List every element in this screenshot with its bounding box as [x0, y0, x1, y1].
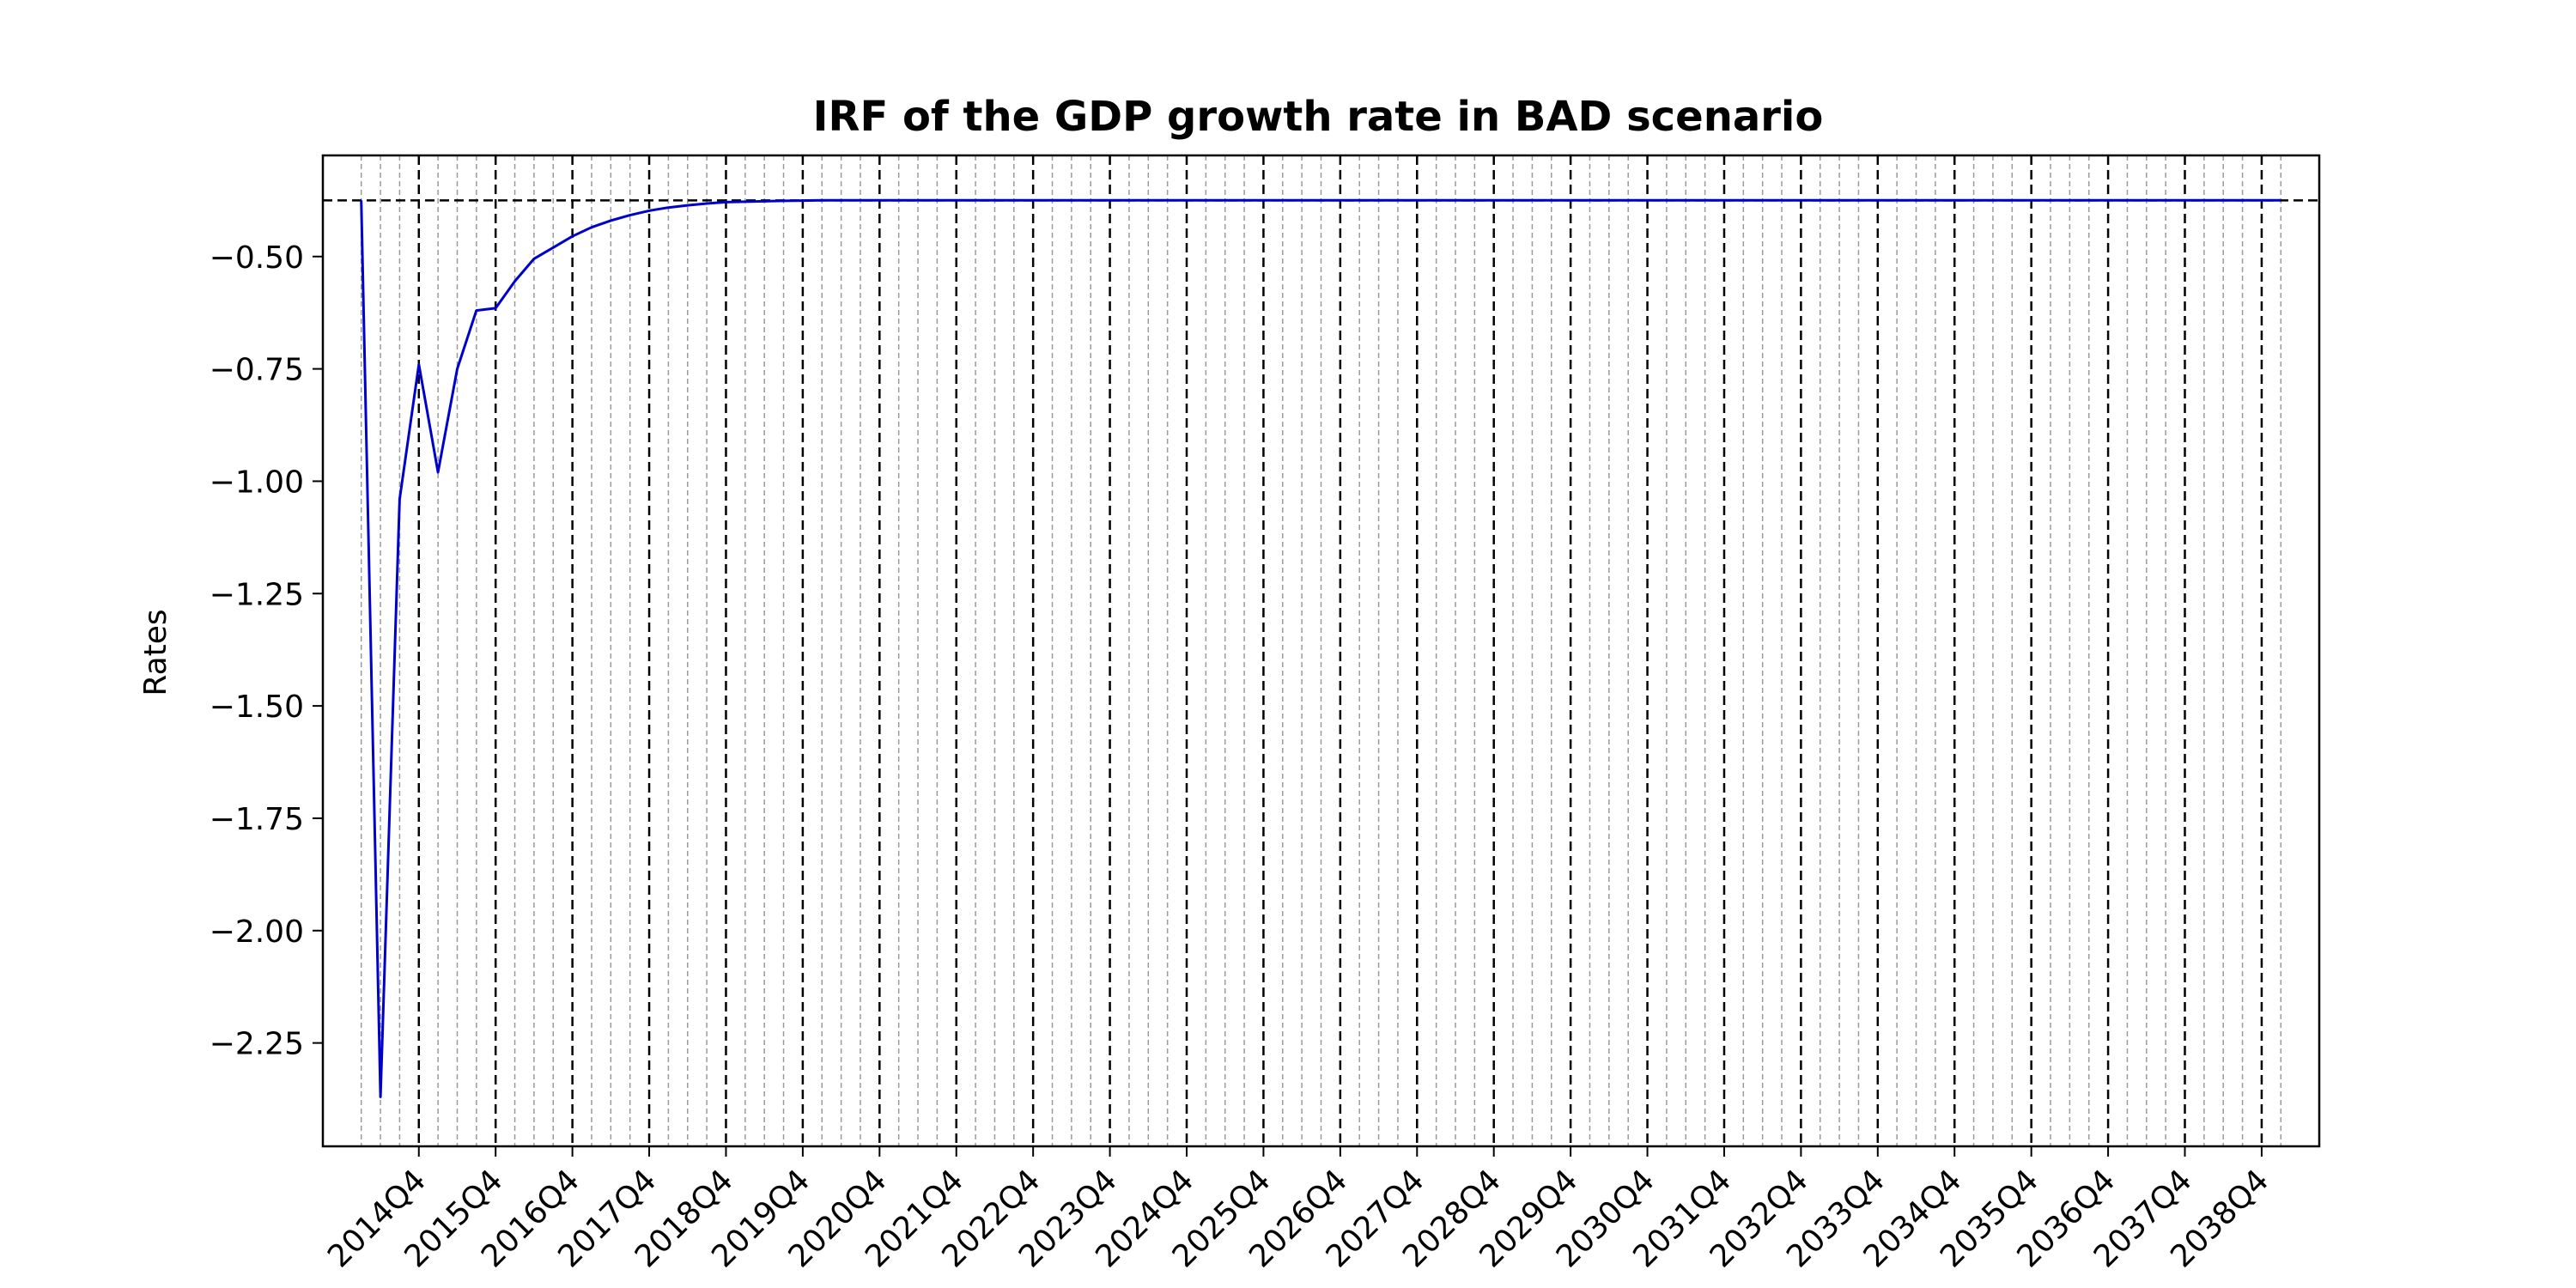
y-axis: −0.50 −0.75 −1.00 −1.25 −1.50 −1.75 −2.00 −2.25 — [210, 240, 323, 1062]
y-tick-label: −0.50 — [210, 240, 304, 276]
y-tick-label: −1.00 — [210, 465, 304, 500]
y-tick-label: −1.75 — [210, 802, 304, 837]
y-tick-label: −1.25 — [210, 577, 304, 612]
grid-layer — [323, 155, 2319, 1146]
plot-frame — [321, 154, 2321, 1148]
y-tick-label: −1.50 — [210, 690, 304, 725]
y-tick-label: −2.25 — [210, 1027, 304, 1062]
chart-title: IRF of the GDP growth rate in BAD scenar… — [813, 93, 1824, 141]
plot-layer — [360, 198, 2281, 1098]
y-tick-label: −0.75 — [210, 353, 304, 388]
y-tick-label: −2.00 — [210, 914, 304, 950]
y-axis-label: Rates — [138, 609, 173, 696]
series-line — [360, 198, 2281, 1098]
